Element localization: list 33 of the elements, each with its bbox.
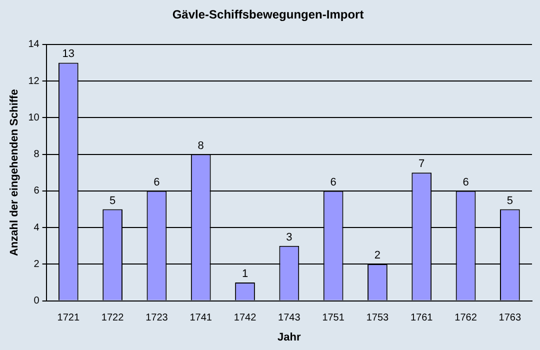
x-tick-label: 1721 bbox=[57, 312, 80, 324]
data-label: 8 bbox=[198, 140, 204, 152]
data-label: 5 bbox=[506, 194, 513, 207]
y-tick-label: 12 bbox=[28, 76, 40, 87]
y-tick-label: 0 bbox=[34, 296, 40, 307]
y-tick-label: 4 bbox=[34, 222, 40, 234]
y-axis-title: Anzahl der eingehenden Schiffe bbox=[8, 89, 21, 256]
data-label: 2 bbox=[374, 250, 381, 262]
y-tick-label: 2 bbox=[34, 258, 40, 270]
x-tick-label: 1743 bbox=[278, 312, 301, 324]
data-label: 13 bbox=[62, 48, 75, 60]
data-label: 3 bbox=[286, 231, 292, 244]
data-label: 1 bbox=[242, 268, 248, 280]
x-tick-label: 1751 bbox=[322, 312, 345, 324]
x-tick-label: 1762 bbox=[454, 312, 478, 324]
y-tick-label: 6 bbox=[34, 186, 40, 197]
x-tick-label: 1723 bbox=[146, 312, 168, 324]
data-label: 6 bbox=[330, 176, 336, 188]
x-tick-label: 1763 bbox=[498, 312, 522, 324]
y-tick-label: 8 bbox=[34, 149, 40, 160]
y-tick-label: 14 bbox=[28, 39, 40, 50]
y-tick-label: 10 bbox=[28, 112, 40, 124]
data-label: 7 bbox=[418, 158, 425, 170]
data-label: 5 bbox=[109, 194, 116, 207]
x-tick-label: 1753 bbox=[366, 312, 390, 324]
x-tick-label: 1722 bbox=[101, 312, 124, 324]
data-label: 6 bbox=[462, 176, 469, 188]
x-tick-label: 1761 bbox=[410, 312, 434, 324]
chart-title: Gävle-Schiffsbewegungen-Import bbox=[172, 8, 364, 22]
x-axis-title: Jahr bbox=[278, 331, 302, 344]
data-label: 6 bbox=[154, 176, 160, 188]
x-tick-label: 1742 bbox=[234, 312, 257, 324]
x-tick-label: 1741 bbox=[190, 312, 212, 324]
